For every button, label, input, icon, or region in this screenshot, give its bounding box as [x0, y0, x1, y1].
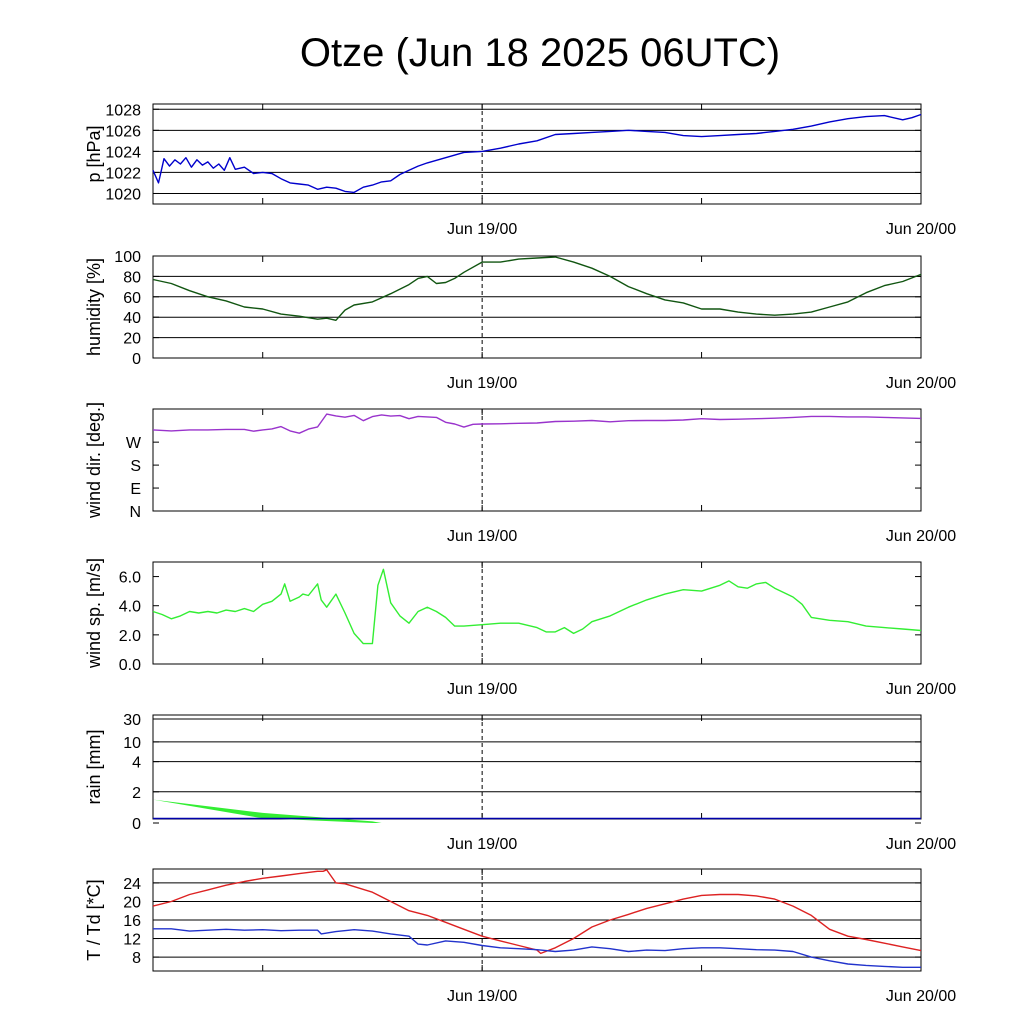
x-tick-label: Jun 20/00	[886, 988, 956, 1005]
y-tick-label: 6.0	[119, 570, 141, 587]
plot-frame	[152, 408, 922, 512]
y-axis-label: wind sp. [m/s]	[84, 558, 104, 669]
y-tick-label: W	[126, 435, 142, 452]
y-tick-label: 12	[123, 932, 141, 949]
y-tick-label: 8	[132, 950, 141, 967]
series-line-0	[152, 568, 922, 645]
x-tick-label: Jun 20/00	[886, 681, 956, 698]
x-tick-label: Jun 19/00	[447, 221, 517, 238]
panel-3: 0.0 2.0 4.0 6.0 wind sp. [m/s] Jun 19/00 Jun 2…	[84, 558, 956, 698]
x-tick-label: Jun 19/00	[447, 528, 517, 545]
y-axis-label: p [hPa]	[84, 125, 104, 182]
y-tick-label: 10	[123, 735, 141, 752]
y-tick-label: 40	[123, 310, 141, 327]
x-tick-label: Jun 19/00	[447, 836, 517, 853]
y-tick-label: N	[129, 504, 141, 521]
plot-frame	[152, 103, 922, 205]
y-axis-label: wind dir. [deg.]	[84, 402, 104, 519]
panel-4: 0 2 4 10 30 rain [mm] Jun 19/00 Jun 20/00	[84, 712, 956, 853]
y-tick-label: 0	[132, 351, 141, 368]
y-tick-label: 60	[123, 290, 141, 307]
page-title: Otze (Jun 18 2025 06UTC)	[300, 31, 780, 75]
series-line-0	[152, 256, 922, 321]
y-axis-label: humidity [%]	[84, 258, 104, 356]
y-tick-label: 1020	[105, 186, 141, 203]
y-tick-label: 20	[123, 894, 141, 911]
y-tick-label: 1022	[105, 165, 141, 182]
x-tick-label: Jun 19/00	[447, 375, 517, 392]
x-tick-label: Jun 20/00	[886, 221, 956, 238]
x-tick-label: Jun 19/00	[447, 681, 517, 698]
x-tick-label: Jun 20/00	[886, 528, 956, 545]
x-tick-label: Jun 19/00	[447, 988, 517, 1005]
y-tick-label: 1024	[105, 144, 141, 161]
y-tick-label: 30	[123, 712, 141, 729]
y-tick-label: 1026	[105, 123, 141, 140]
plot-frame	[152, 561, 922, 665]
series-line-0	[152, 869, 922, 955]
y-tick-label: E	[130, 481, 141, 498]
y-tick-label: 4	[132, 755, 141, 772]
series-line-0	[152, 113, 922, 194]
y-axis-label: rain [mm]	[84, 729, 104, 804]
y-tick-label: 80	[123, 269, 141, 286]
y-tick-label: 16	[123, 913, 141, 930]
y-tick-label: 2	[132, 785, 141, 802]
x-tick-label: Jun 20/00	[886, 375, 956, 392]
y-tick-label: 4.0	[119, 599, 141, 616]
plot-frame	[152, 714, 922, 820]
y-tick-label: 24	[123, 876, 141, 893]
y-axis-label: T / Td [*C]	[84, 879, 104, 960]
y-tick-label: 1028	[105, 102, 141, 119]
series-line-0	[152, 413, 922, 434]
y-tick-label: 20	[123, 331, 141, 348]
x-tick-label: Jun 20/00	[886, 836, 956, 853]
panel-1: 0 20 40 60 80 100 humidity [%] Jun 19/00 Jun 20/…	[84, 249, 956, 392]
y-tick-label: S	[130, 458, 141, 475]
plot-frame	[152, 255, 922, 359]
y-tick-label: 0.0	[119, 657, 141, 674]
y-tick-label: 0	[132, 816, 141, 833]
y-tick-label: 2.0	[119, 628, 141, 645]
series-line-1	[153, 928, 921, 968]
y-tick-label: 100	[114, 249, 141, 266]
